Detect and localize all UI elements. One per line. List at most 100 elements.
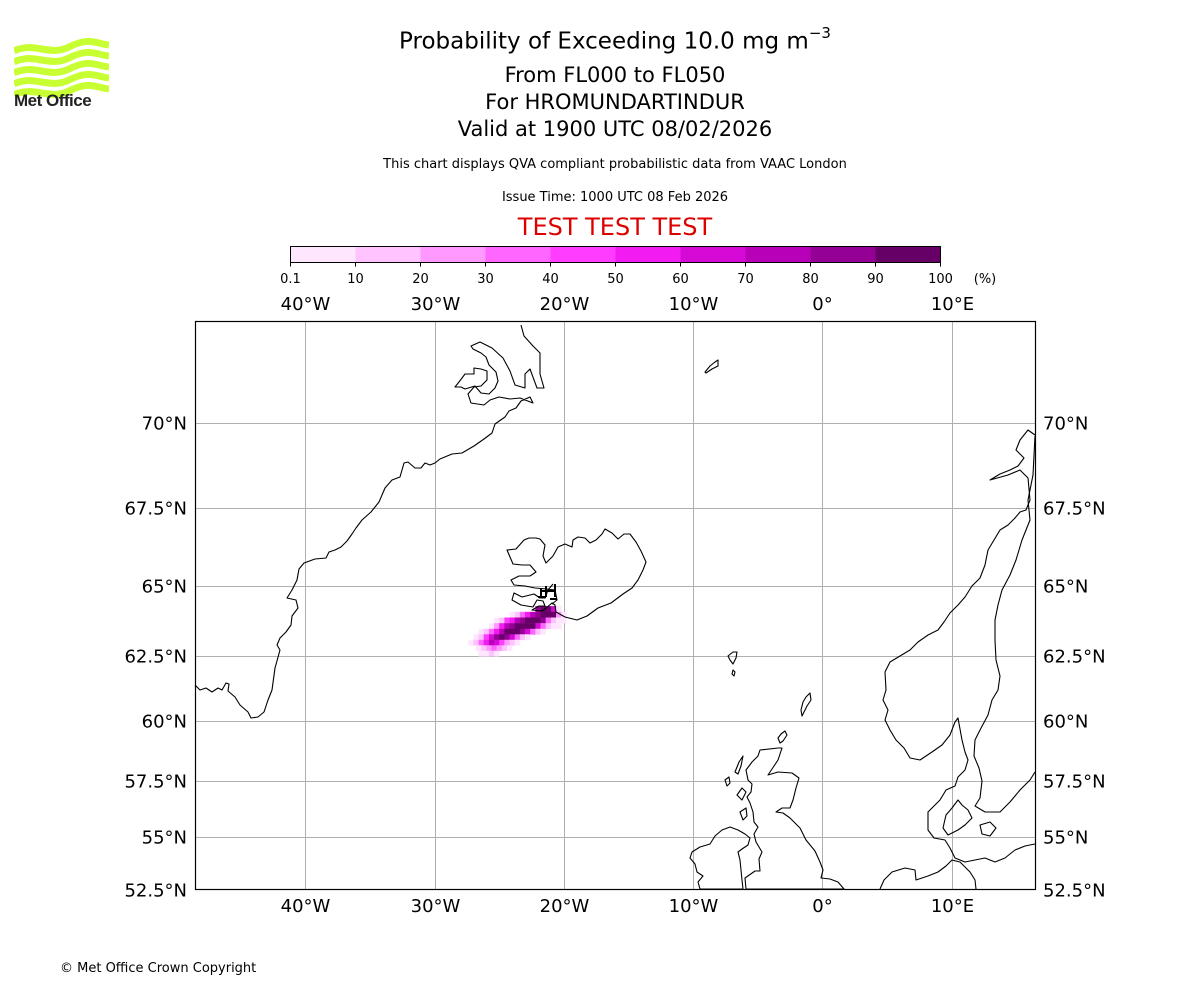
plume-cell	[550, 623, 557, 630]
lat-label-left: 57.5°N	[124, 772, 187, 793]
lat-label-left: 55°N	[142, 828, 187, 849]
colorbar-cell	[810, 246, 876, 263]
map-frame	[194, 320, 1037, 891]
plume-cell	[491, 645, 497, 651]
coastline-jan-mayen	[704, 359, 719, 374]
coastline-hebrides	[724, 755, 748, 821]
coastline-ireland	[689, 826, 751, 890]
plume-cell	[509, 639, 515, 646]
plume-cell	[483, 639, 490, 646]
chart-subtitle: This chart displays QVA compliant probab…	[383, 157, 847, 172]
plume-cell	[545, 623, 552, 630]
plume-cell	[504, 617, 510, 624]
lon-label-bottom: 40°W	[281, 896, 331, 917]
plume-cell	[506, 645, 513, 651]
plume-cell	[556, 623, 562, 630]
met-office-logo-text: Met Office	[14, 91, 92, 110]
plume-cell	[514, 623, 521, 630]
volcano-name: For HROMUNDARTINDUR	[485, 90, 745, 114]
colorbar-unit-label: (%)	[974, 272, 997, 287]
plume-cell	[488, 634, 495, 641]
plume-cell	[488, 639, 495, 646]
plume-cell	[514, 611, 521, 618]
plume-cell	[545, 611, 552, 618]
plume-cell	[509, 611, 515, 618]
logo-wave	[14, 48, 109, 66]
plume-cell	[478, 639, 484, 646]
plume-cell	[488, 650, 495, 657]
flight-level-range: From FL000 to FL050	[504, 63, 726, 87]
plume-cell	[494, 628, 500, 635]
colorbar-cell	[550, 246, 616, 263]
lat-label-left: 70°N	[142, 414, 187, 435]
coastline-scandinavia	[882, 429, 1036, 863]
lon-label-top: 40°W	[281, 294, 331, 315]
chart-title: Probability of Exceeding 10.0 mg m−3	[300, 24, 930, 55]
plume-cell	[556, 606, 562, 613]
plume-cell	[545, 617, 552, 624]
plume-cell	[499, 634, 505, 641]
copyright-notice: © Met Office Crown Copyright	[60, 961, 257, 976]
colorbar-cell	[420, 246, 486, 263]
lon-label-bottom: 20°W	[540, 896, 590, 917]
plume-cell	[530, 623, 536, 630]
lat-label-left: 52.5°N	[124, 881, 187, 902]
plume-cell	[556, 617, 562, 624]
lon-label-top: 10°W	[669, 294, 719, 315]
map: 40°W 40°W 30°W 30°W 20°W 20°W 10°W 10°W 0° 0° 10°E…	[124, 294, 1106, 917]
colorbar-tick-label: 0.1	[280, 272, 301, 287]
plume-cell	[483, 634, 490, 641]
lat-label-right: 57.5°N	[1043, 772, 1106, 793]
logo-wave	[14, 70, 109, 88]
plume-cell	[525, 611, 531, 618]
plume-cell	[499, 617, 505, 624]
plume-cell	[519, 634, 526, 641]
plume-cell	[478, 650, 484, 657]
plume-cell	[561, 611, 567, 618]
colorbar-cell	[355, 246, 421, 263]
colorbar-cell	[615, 246, 681, 263]
chart-title-exponent: −3	[808, 24, 831, 42]
coastline-orkney	[777, 730, 788, 744]
plume-cell	[496, 645, 503, 651]
plume-cell	[481, 645, 487, 651]
colorbar-tick-label: 100	[928, 272, 953, 287]
plume-cell	[535, 628, 541, 635]
plume-cell	[488, 623, 495, 630]
plume-cell	[501, 645, 508, 651]
lon-label-bottom: 10°W	[669, 896, 719, 917]
plume-cell	[550, 606, 557, 613]
plume-cell	[519, 611, 526, 618]
met-office-logo-icon	[14, 37, 109, 99]
ash-plume	[468, 606, 567, 657]
colorbar-tick-label: 80	[802, 272, 819, 287]
lat-label-right: 55°N	[1043, 828, 1088, 849]
plume-cell	[494, 623, 500, 630]
lat-label-right: 52.5°N	[1043, 881, 1106, 902]
coastline-denmark	[942, 799, 997, 837]
coastline-shetland	[800, 692, 812, 717]
lon-label-bottom: 0°	[812, 896, 832, 917]
lat-label-right: 60°N	[1043, 712, 1088, 733]
lat-label-right: 70°N	[1043, 414, 1088, 435]
lon-label-bottom: 10°E	[931, 896, 974, 917]
coastline-faroe-islands	[727, 651, 738, 677]
plume-cell	[535, 606, 541, 613]
plume-cell	[499, 639, 505, 646]
plume-cell	[483, 650, 490, 657]
lat-label-right: 67.5°N	[1043, 499, 1106, 520]
plume-cell	[540, 611, 546, 618]
plume-cell	[535, 611, 541, 618]
lat-label-left: 62.5°N	[124, 647, 187, 668]
colorbar-cell	[875, 246, 941, 263]
plume-cell	[488, 628, 495, 635]
colorbar-cell	[290, 246, 356, 263]
colorbar-tick-label: 50	[607, 272, 624, 287]
logo-wave	[14, 81, 109, 99]
plume-cell	[514, 628, 521, 635]
test-banner: TEST TEST TEST	[517, 213, 713, 241]
lat-label-left: 67.5°N	[124, 499, 187, 520]
plume-cell	[509, 617, 515, 624]
volcano-marker-icon	[538, 584, 557, 600]
plume-cell	[473, 639, 479, 646]
